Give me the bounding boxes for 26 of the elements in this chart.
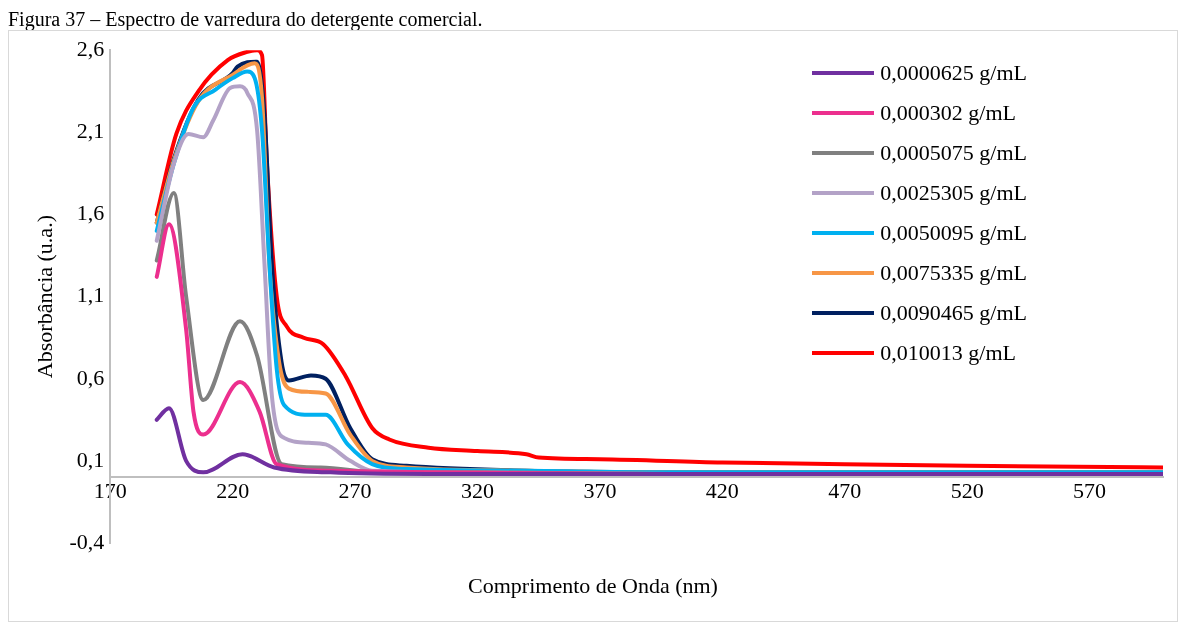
- legend-label: 0,000302 g/mL: [880, 100, 1016, 126]
- legend-label: 0,0050095 g/mL: [880, 220, 1027, 246]
- y-tick-label: 0,1: [76, 446, 105, 472]
- y-tick-label: 2,6: [76, 35, 105, 61]
- x-tick-label: 320: [460, 478, 494, 504]
- x-tick-label: 470: [828, 478, 862, 504]
- y-tick-label: 2,1: [76, 118, 105, 144]
- y-axis-title: Absorbância (u.a.): [31, 215, 57, 379]
- x-tick-label: 520: [950, 478, 984, 504]
- legend-label: 0,0025305 g/mL: [880, 180, 1027, 206]
- legend-label: 0,0090465 g/mL: [880, 300, 1027, 326]
- x-tick-label: 420: [705, 478, 739, 504]
- x-axis-title: Comprimento de Onda (nm): [467, 573, 719, 599]
- legend-label: 0,0000625 g/mL: [880, 60, 1027, 86]
- x-tick-label: 220: [216, 478, 250, 504]
- y-tick-label: 1,1: [76, 282, 105, 308]
- y-tick-label: -0,4: [69, 528, 105, 554]
- legend-label: 0,0005075 g/mL: [880, 140, 1027, 166]
- y-tick-label: 1,6: [76, 200, 105, 226]
- legend-label: 0,0075335 g/mL: [880, 260, 1027, 286]
- legend-label: 0,010013 g/mL: [880, 340, 1016, 366]
- chart-title: Figura 37 – Espectro de varredura do detergente comercial.: [8, 8, 484, 30]
- x-tick-label: 570: [1073, 478, 1107, 504]
- y-tick-label: 0,6: [76, 364, 105, 390]
- x-tick-label: 270: [338, 478, 372, 504]
- x-tick-label: 370: [583, 478, 617, 504]
